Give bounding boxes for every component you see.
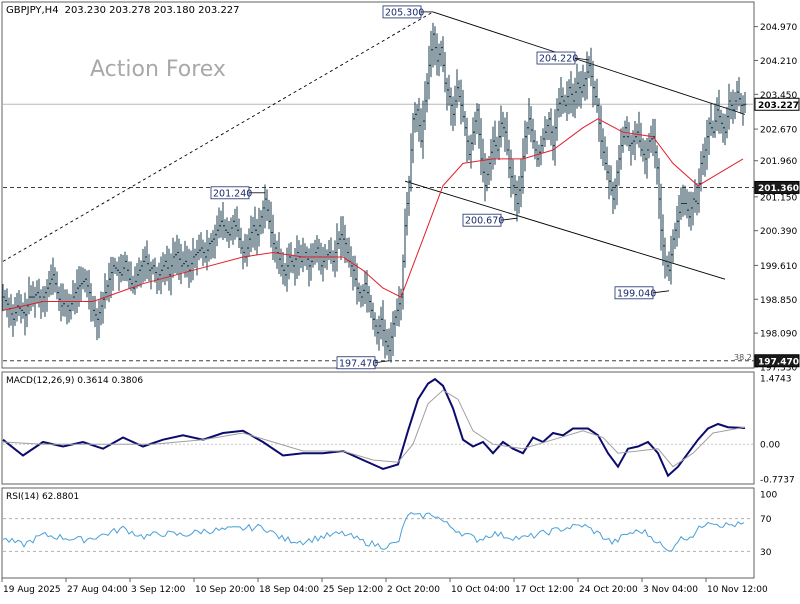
macd-pane — [1, 371, 755, 485]
price-annotation-box — [536, 51, 576, 65]
trendline — [2, 11, 434, 262]
time-tick-label: 27 Aug 04:00 — [67, 585, 128, 595]
price-annotation-label: 204.220 — [539, 54, 578, 65]
price-level-badge-label: 197.470 — [758, 357, 799, 367]
price-level-badge — [754, 180, 800, 194]
rsi-tick-label: 100 — [760, 491, 777, 501]
annotation-leader — [652, 290, 670, 294]
price-tick-label: 202.670 — [760, 126, 797, 136]
time-tick-label: 3 Nov 04:00 — [643, 585, 698, 595]
macd-tick-label: -0.7737 — [760, 476, 795, 486]
watermark: Action Forex — [90, 57, 226, 82]
price-annotation-box — [336, 356, 376, 370]
rsi-pane — [1, 487, 755, 579]
price-annotation-label: 205.300 — [385, 7, 424, 18]
time-tick-label: 17 Oct 12:00 — [515, 585, 574, 595]
symbol-header: GBPJPY,H4 203.230 203.278 203.180 203.227 — [6, 5, 240, 16]
price-tick-label: 201.960 — [760, 157, 797, 167]
price-level-badge-label: 203.227 — [758, 101, 799, 111]
price-tick-label: 199.610 — [760, 262, 797, 272]
time-tick-label: 2 Oct 20:00 — [387, 585, 440, 595]
fibonacci-level-label: 38.2 — [734, 353, 752, 362]
time-tick-label: 10 Sep 20:00 — [195, 585, 255, 595]
time-tick-label: 19 Aug 2025 — [3, 585, 61, 595]
annotation-leader — [574, 57, 590, 61]
time-tick-label: 10 Oct 04:00 — [451, 585, 510, 595]
macd-line — [2, 377, 746, 478]
symbol-label: GBPJPY,H4 — [6, 5, 59, 16]
rsi-title: RSI(14) 62.8801 — [6, 492, 79, 502]
ohlc-values: 203.230 203.278 203.180 203.227 — [65, 5, 240, 16]
time-tick-label: 18 Sep 04:00 — [259, 585, 319, 595]
price-tick-label: 198.090 — [760, 330, 797, 340]
price-level-badge — [754, 354, 800, 368]
price-level-badge — [754, 97, 800, 111]
price-annotation-box — [382, 5, 422, 19]
price-annotation-box — [210, 186, 250, 200]
price-annotation-box — [462, 213, 502, 227]
time-tick-label: 24 Oct 20:00 — [579, 585, 638, 595]
macd-tick-label: 0.00 — [760, 441, 780, 451]
moving-average-line — [2, 118, 744, 311]
time-tick-label: 25 Sep 12:00 — [323, 585, 383, 595]
rsi-tick-label: 70 — [760, 515, 772, 525]
price-tick-label: 204.970 — [760, 23, 797, 33]
price-tick-label: 204.210 — [760, 57, 797, 67]
trendline — [404, 180, 726, 280]
price-tick-label: 198.850 — [760, 296, 797, 306]
macd-tick-label: 1.4743 — [760, 375, 792, 385]
rsi-tick-label: 30 — [760, 548, 772, 558]
macd-signal-line — [2, 389, 746, 468]
price-annotation-box — [614, 286, 654, 300]
time-tick-label: 10 Nov 12:00 — [707, 585, 768, 595]
price-annotation-label: 201.240 — [213, 188, 252, 199]
price-level-badge-label: 201.360 — [758, 184, 799, 194]
annotation-leader — [500, 217, 518, 221]
rsi-line — [2, 512, 745, 552]
price-tick-label: 197.330 — [760, 364, 797, 374]
price-annotation-label: 200.670 — [465, 216, 504, 227]
price-tick-label: 203.450 — [760, 91, 797, 101]
price-annotation-label: 199.040 — [617, 288, 656, 299]
time-tick-label: 3 Sep 12:00 — [131, 585, 186, 595]
price-pane — [1, 1, 755, 369]
price-annotation-label: 197.470 — [339, 358, 378, 369]
macd-title: MACD(12,26,9) 0.3614 0.3806 — [6, 376, 143, 386]
annotation-leader — [374, 360, 390, 364]
price-tick-label: 200.390 — [760, 227, 797, 237]
price-tick-label: 201.150 — [760, 193, 797, 203]
